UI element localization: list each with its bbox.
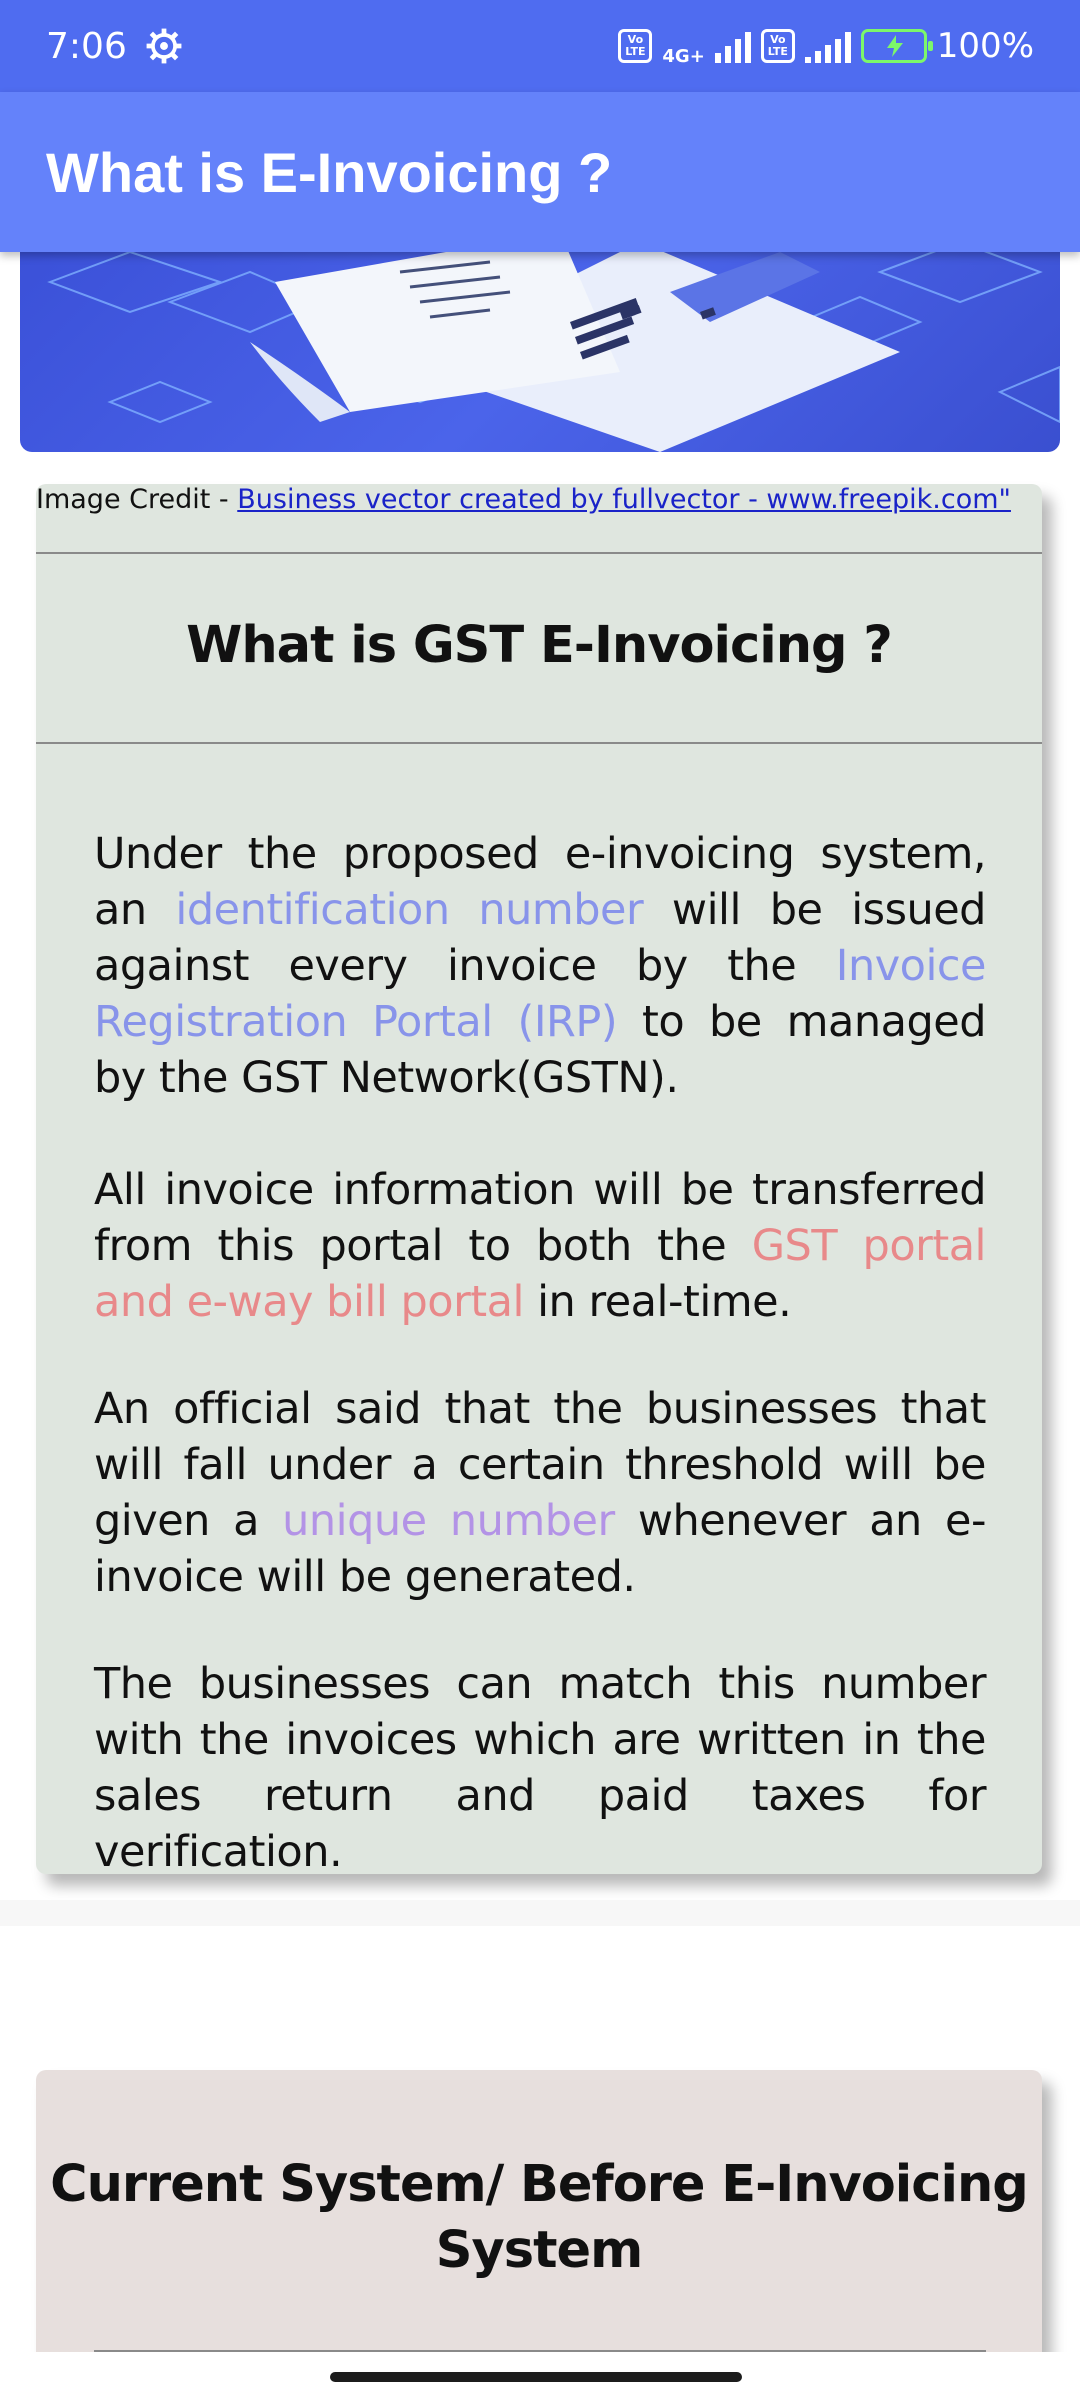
highlight-gst-portal: GST portal and e-way bill portal — [94, 1221, 987, 1327]
battery-charging-icon — [860, 29, 933, 63]
paragraph-text: All invoice information will be transfer… — [94, 1165, 987, 1271]
paragraph-text: will be issued against every invoice by … — [94, 885, 986, 991]
image-credit-prefix: Image Credit - — [36, 484, 238, 515]
signal-icon — [714, 29, 751, 63]
image-credit-link[interactable]: Business vector created by fullvector - … — [237, 484, 1011, 515]
paragraph-4: The businesses can match this number wit… — [94, 1656, 987, 1880]
status-indicators: Vo LTE 4G+ Vo LTE 100% — [618, 26, 1034, 67]
paragraph-text: An official said that the businesses tha… — [94, 1384, 987, 1546]
paragraph-text: Under the proposed e-invoicing system, a… — [94, 829, 987, 935]
card-current-system — [36, 2070, 1042, 2400]
network-type-label: 4G+ — [662, 45, 705, 67]
status-time: 7:06 — [46, 25, 127, 67]
volte-icon-secondary: Vo LTE — [760, 29, 795, 63]
paragraph-1: Under the proposed e-invoicing system, a… — [94, 826, 987, 1106]
invoice-laptop-illustration — [47, 252, 1060, 452]
battery-level: 100% — [936, 26, 1034, 66]
highlight-irp: Invoice Registration Portal (IRP) — [94, 941, 987, 1047]
paragraph-text: to be managed by the GST Network(GSTN). — [94, 997, 987, 1103]
divider — [36, 742, 1042, 744]
image-credit: Image Credit - Business vector created b… — [36, 484, 1011, 515]
section-gap — [0, 1900, 1080, 1926]
divider — [94, 2350, 986, 2352]
paragraph-text: The businesses can match this number wit… — [94, 1659, 987, 1877]
paragraph-2: All invoice information will be transfer… — [94, 1162, 987, 1330]
highlight-identification-number: identification number — [175, 885, 644, 935]
volte-icon: Vo LTE — [618, 29, 653, 63]
home-gesture-handle[interactable] — [330, 2372, 742, 2382]
gear-icon — [146, 28, 182, 64]
highlight-unique-number: unique number — [282, 1496, 615, 1546]
card-gst-heading: What is GST E-Invoicing ? — [186, 616, 893, 675]
paragraph-text: whenever an e-invoice will be generated. — [94, 1496, 987, 1602]
page-title: What is E-Invoicing ? — [46, 140, 613, 204]
card-gst-einvoicing — [36, 484, 1042, 1874]
banner-illustration — [20, 252, 1060, 452]
status-bar: 7:06 Vo LTE 4G+ Vo LTE 100% — [0, 0, 1080, 92]
signal-icon-secondary — [804, 29, 851, 63]
app-bar: What is E-Invoicing ? — [0, 92, 1080, 252]
divider — [36, 552, 1042, 554]
paragraph-text: in real-time. — [523, 1277, 792, 1327]
paragraph-3: An official said that the businesses tha… — [94, 1381, 987, 1605]
card-current-heading: Current System/ Before E-Invoicing Syste… — [50, 2155, 1029, 2280]
